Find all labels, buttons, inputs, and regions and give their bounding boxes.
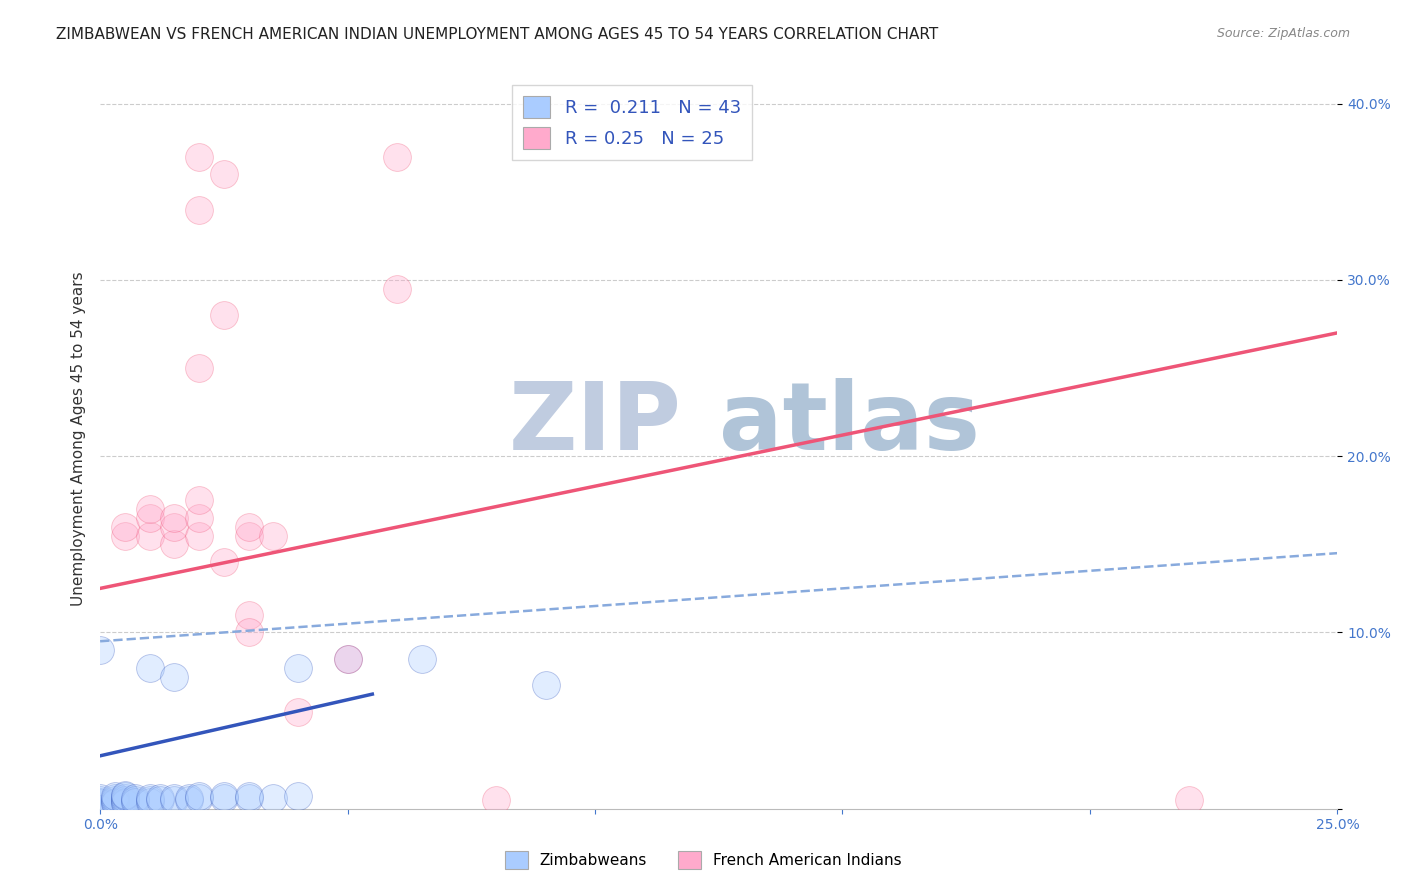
Point xyxy=(238,789,260,804)
Point xyxy=(212,791,235,805)
Point xyxy=(114,528,136,542)
Point xyxy=(104,791,127,805)
Point xyxy=(238,625,260,640)
Legend: R =  0.211   N = 43, R = 0.25   N = 25: R = 0.211 N = 43, R = 0.25 N = 25 xyxy=(512,85,752,160)
Point xyxy=(163,791,186,805)
Point xyxy=(188,528,211,542)
Point xyxy=(138,795,160,809)
Point xyxy=(336,652,359,666)
Text: ZIP: ZIP xyxy=(509,378,682,470)
Point xyxy=(1178,793,1201,807)
Point xyxy=(336,652,359,666)
Point xyxy=(179,793,201,807)
Point xyxy=(114,795,136,809)
Point xyxy=(287,705,309,719)
Point xyxy=(287,789,309,804)
Point xyxy=(114,788,136,802)
Point xyxy=(89,643,111,657)
Legend: Zimbabweans, French American Indians: Zimbabweans, French American Indians xyxy=(499,845,907,875)
Point xyxy=(385,282,408,296)
Point xyxy=(262,528,284,542)
Point xyxy=(89,793,111,807)
Point xyxy=(104,789,127,804)
Point xyxy=(188,789,211,804)
Point xyxy=(89,791,111,805)
Point xyxy=(114,793,136,807)
Point xyxy=(138,511,160,525)
Point xyxy=(212,789,235,804)
Point xyxy=(212,308,235,322)
Point xyxy=(238,519,260,533)
Point xyxy=(188,791,211,805)
Point xyxy=(238,791,260,805)
Point xyxy=(385,150,408,164)
Point xyxy=(212,555,235,569)
Point xyxy=(124,791,146,805)
Point xyxy=(188,493,211,508)
Point xyxy=(163,511,186,525)
Point xyxy=(179,791,201,805)
Point xyxy=(89,795,111,809)
Point xyxy=(89,797,111,811)
Point xyxy=(138,791,160,805)
Point xyxy=(287,661,309,675)
Point xyxy=(114,519,136,533)
Point xyxy=(148,791,170,805)
Point xyxy=(138,793,160,807)
Point xyxy=(188,361,211,376)
Point xyxy=(238,607,260,622)
Point xyxy=(212,167,235,181)
Point xyxy=(104,793,127,807)
Text: atlas: atlas xyxy=(718,378,980,470)
Point xyxy=(138,661,160,675)
Point xyxy=(114,791,136,805)
Point xyxy=(124,795,146,809)
Text: ZIMBABWEAN VS FRENCH AMERICAN INDIAN UNEMPLOYMENT AMONG AGES 45 TO 54 YEARS CORR: ZIMBABWEAN VS FRENCH AMERICAN INDIAN UNE… xyxy=(56,27,938,42)
Point xyxy=(104,795,127,809)
Point xyxy=(114,789,136,804)
Point xyxy=(188,511,211,525)
Point xyxy=(138,528,160,542)
Point xyxy=(262,791,284,805)
Point xyxy=(138,502,160,516)
Point xyxy=(534,678,557,692)
Point xyxy=(124,793,146,807)
Point xyxy=(163,519,186,533)
Point xyxy=(89,802,111,816)
Point xyxy=(411,652,433,666)
Point xyxy=(104,797,127,811)
Point xyxy=(238,528,260,542)
Point xyxy=(163,537,186,551)
Point xyxy=(163,669,186,683)
Point xyxy=(163,793,186,807)
Y-axis label: Unemployment Among Ages 45 to 54 years: Unemployment Among Ages 45 to 54 years xyxy=(72,271,86,606)
Text: Source: ZipAtlas.com: Source: ZipAtlas.com xyxy=(1216,27,1350,40)
Point xyxy=(114,797,136,811)
Point xyxy=(188,202,211,217)
Point xyxy=(485,793,508,807)
Point xyxy=(188,150,211,164)
Point xyxy=(148,793,170,807)
